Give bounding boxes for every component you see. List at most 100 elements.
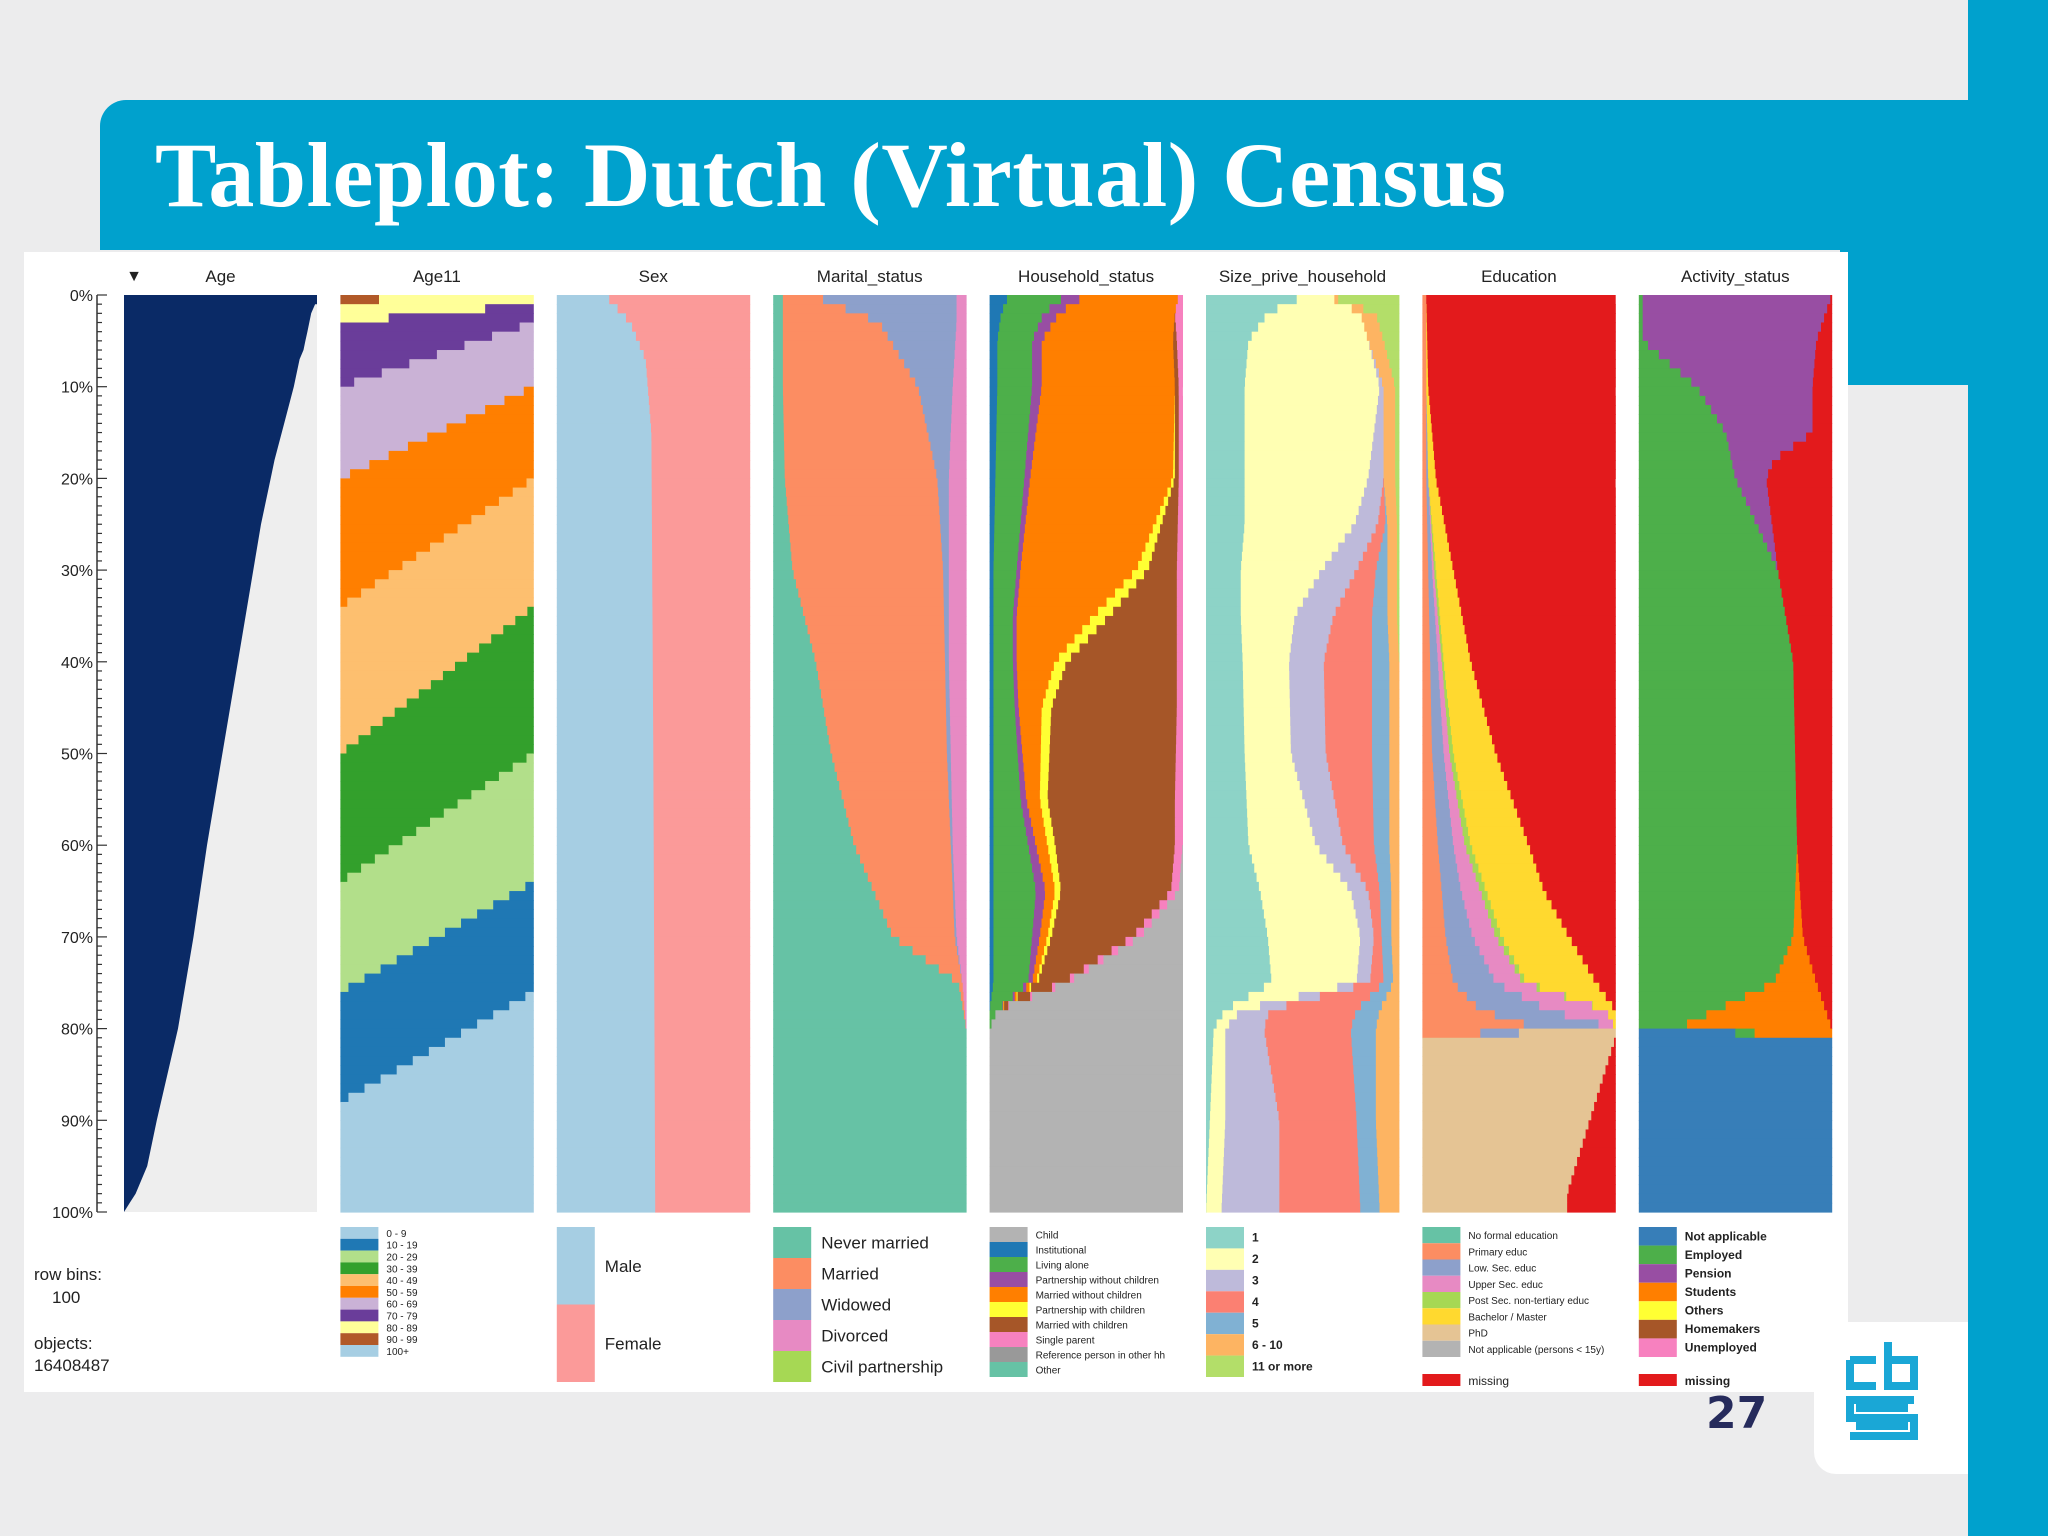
bin-segment (1638, 808, 1797, 819)
bin-segment (920, 395, 953, 406)
bin-segment (1371, 725, 1390, 736)
bin-segment (1035, 955, 1043, 966)
bin-segment (1397, 606, 1400, 617)
bin-segment (1594, 1101, 1616, 1112)
bin-segment (1638, 1065, 1833, 1076)
bin-segment (1106, 597, 1122, 608)
bin-segment (1210, 1092, 1226, 1103)
bin-segment (946, 707, 951, 718)
bin-segment (1175, 762, 1183, 773)
bin-segment (1812, 386, 1833, 397)
bin-segment (1206, 560, 1242, 571)
bin-segment (1796, 790, 1833, 800)
bin-segment (340, 450, 390, 461)
bin-segment (956, 313, 967, 324)
bin-segment (1422, 1037, 1615, 1048)
bin-segment (1725, 1001, 1825, 1011)
bin-segment (1428, 377, 1616, 388)
bin-segment (1427, 340, 1616, 351)
bin-segment (989, 423, 997, 434)
bin-segment (773, 1193, 967, 1204)
bin-segment (653, 762, 751, 773)
legend-label: 100+ (386, 1347, 409, 1358)
legend-label: Low. Sec. educ (1468, 1264, 1536, 1275)
bin-segment (1588, 1120, 1616, 1131)
bin-segment (1262, 900, 1355, 910)
bin-segment (995, 487, 1024, 498)
bin-segment (340, 368, 383, 379)
bin-segment (1433, 450, 1616, 461)
bin-segment (949, 670, 967, 681)
bin-segment (1395, 432, 1400, 443)
bin-segment (1206, 716, 1245, 727)
bin-segment (989, 496, 996, 507)
bin-segment (1206, 826, 1249, 837)
bin-segment (1033, 450, 1174, 461)
bin-segment (1397, 542, 1400, 553)
bin-segment (1443, 652, 1471, 663)
bin-segment (1517, 808, 1616, 819)
bin-segment (1173, 340, 1178, 351)
bin-segment (1638, 725, 1796, 736)
legend-label: Married without children (1036, 1291, 1142, 1302)
bin-segment (1040, 781, 1049, 791)
bin-segment (1479, 946, 1505, 956)
bin-segment (340, 698, 408, 709)
bin-segment (989, 689, 994, 700)
bin-segment (1422, 680, 1431, 690)
bin-segment (653, 808, 751, 819)
bin-segment (340, 735, 359, 745)
bin-segment (949, 817, 953, 828)
bin-segment (1244, 414, 1377, 424)
bin-segment (1445, 698, 1449, 709)
bin-segment (1426, 423, 1428, 434)
bin-segment (1033, 331, 1046, 342)
bin-segment (1324, 680, 1373, 690)
bin-segment (773, 359, 784, 369)
bin-segment (493, 900, 534, 910)
bin-segment (1176, 643, 1183, 654)
bin-segment (1247, 826, 1313, 837)
bin-segment (1351, 1028, 1377, 1039)
bin-segment (412, 946, 534, 956)
bin-segment (1180, 863, 1183, 874)
bin-segment (1206, 551, 1243, 562)
bin-segment (512, 762, 534, 773)
bin-segment (1096, 625, 1178, 635)
bin-segment (1422, 295, 1427, 305)
bin-segment (1422, 836, 1438, 846)
legend-swatch (1206, 1227, 1244, 1249)
bin-segment (1446, 716, 1451, 727)
bin-segment (1373, 597, 1388, 608)
bin-segment (1638, 395, 1706, 406)
bin-segment (1459, 808, 1465, 819)
bin-segment (948, 551, 967, 562)
bin-segment (784, 460, 935, 470)
bin-segment (1330, 625, 1373, 635)
bin-segment (1422, 670, 1431, 681)
bin-segment (1048, 680, 1060, 690)
bin-segment (1277, 304, 1353, 314)
bin-segment (525, 991, 534, 1002)
bin-segment (899, 936, 956, 947)
bin-segment (1245, 781, 1301, 791)
bin-segment (1471, 661, 1616, 672)
bin-segment (1726, 432, 1807, 443)
bin-segment (1206, 881, 1260, 892)
bin-segment (1018, 698, 1044, 709)
bin-segment (1371, 698, 1390, 709)
bin-segment (996, 405, 1031, 415)
objects-value: 16408487 (34, 1356, 110, 1375)
bin-segment (1422, 964, 1452, 975)
bin-segment (1174, 368, 1179, 379)
bin-segment (875, 891, 954, 901)
bin-segment (1571, 936, 1616, 947)
bin-segment (1422, 1092, 1598, 1103)
bin-segment (1177, 515, 1183, 525)
bin-segment (1612, 1001, 1616, 1011)
bin-segment (1774, 542, 1833, 553)
bin-segment (1279, 1120, 1358, 1131)
bin-segment (1454, 753, 1498, 764)
bin-segment (1289, 680, 1325, 690)
bin-segment (1797, 845, 1833, 855)
